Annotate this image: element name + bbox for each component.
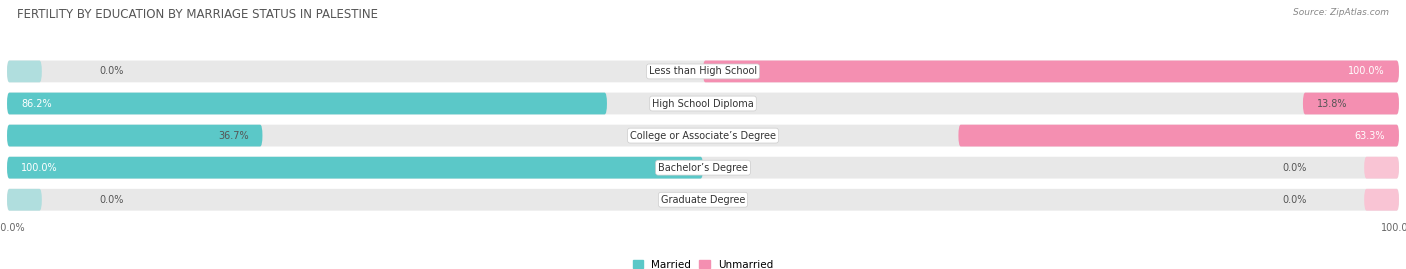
Text: College or Associate’s Degree: College or Associate’s Degree (630, 130, 776, 141)
FancyBboxPatch shape (7, 93, 607, 114)
Text: FERTILITY BY EDUCATION BY MARRIAGE STATUS IN PALESTINE: FERTILITY BY EDUCATION BY MARRIAGE STATU… (17, 8, 378, 21)
FancyBboxPatch shape (7, 189, 42, 211)
FancyBboxPatch shape (959, 125, 1399, 147)
Text: 0.0%: 0.0% (1282, 195, 1306, 205)
FancyBboxPatch shape (1364, 157, 1399, 179)
FancyBboxPatch shape (7, 61, 1399, 82)
Legend: Married, Unmarried: Married, Unmarried (628, 255, 778, 269)
FancyBboxPatch shape (1303, 93, 1399, 114)
Text: Bachelor’s Degree: Bachelor’s Degree (658, 163, 748, 173)
Text: 86.2%: 86.2% (21, 98, 52, 108)
Text: 0.0%: 0.0% (1282, 163, 1306, 173)
Text: 0.0%: 0.0% (100, 66, 124, 76)
FancyBboxPatch shape (7, 125, 1399, 147)
Text: Less than High School: Less than High School (650, 66, 756, 76)
Text: 100.0%: 100.0% (21, 163, 58, 173)
Text: Graduate Degree: Graduate Degree (661, 195, 745, 205)
FancyBboxPatch shape (7, 93, 1399, 114)
FancyBboxPatch shape (1364, 189, 1399, 211)
FancyBboxPatch shape (7, 157, 703, 179)
FancyBboxPatch shape (703, 61, 1399, 82)
Text: 0.0%: 0.0% (100, 195, 124, 205)
FancyBboxPatch shape (7, 125, 263, 147)
Text: 13.8%: 13.8% (1317, 98, 1347, 108)
FancyBboxPatch shape (7, 157, 1399, 179)
Text: 36.7%: 36.7% (218, 130, 249, 141)
FancyBboxPatch shape (7, 61, 42, 82)
Text: High School Diploma: High School Diploma (652, 98, 754, 108)
FancyBboxPatch shape (7, 189, 1399, 211)
Text: 100.0%: 100.0% (1348, 66, 1385, 76)
Text: Source: ZipAtlas.com: Source: ZipAtlas.com (1294, 8, 1389, 17)
Text: 63.3%: 63.3% (1354, 130, 1385, 141)
